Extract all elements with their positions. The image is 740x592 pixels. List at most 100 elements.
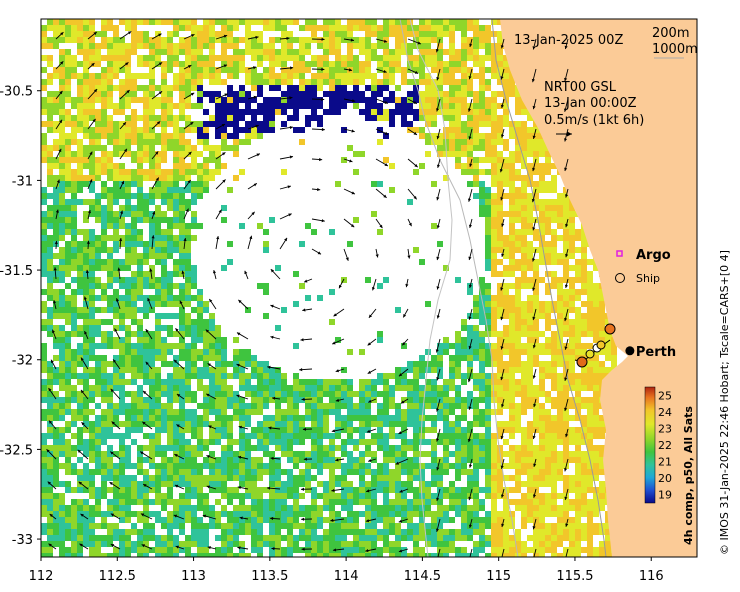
sst-cell xyxy=(443,61,449,67)
sst-cell xyxy=(539,277,545,283)
sst-cell xyxy=(155,85,161,91)
sst-cell xyxy=(41,379,47,385)
sst-cell xyxy=(155,319,161,325)
sst-cell xyxy=(419,133,425,139)
sst-cell xyxy=(389,481,395,487)
sst-cell xyxy=(569,295,575,301)
sst-cell xyxy=(503,163,509,169)
sst-cell xyxy=(119,469,125,475)
sst-cell xyxy=(191,193,197,199)
sst-cell xyxy=(317,415,323,421)
sst-cell xyxy=(515,205,521,211)
sst-cell xyxy=(191,121,197,127)
sst-cell xyxy=(401,109,407,115)
sst-cell xyxy=(497,427,503,433)
sst-cell xyxy=(149,397,155,403)
sst-cell xyxy=(125,49,131,55)
sst-cell xyxy=(191,451,197,457)
sst-cell xyxy=(125,127,131,133)
sst-cell xyxy=(569,373,575,379)
sst-cell xyxy=(401,19,407,25)
sst-cell xyxy=(389,385,395,391)
sst-cell xyxy=(275,103,281,109)
sst-cell xyxy=(125,307,131,313)
sst-cell xyxy=(455,67,461,73)
sst-cell xyxy=(149,439,155,445)
sst-cell xyxy=(551,181,557,187)
sst-cell xyxy=(89,103,95,109)
sst-cell xyxy=(233,37,239,43)
sst-cell xyxy=(383,391,389,397)
sst-cell xyxy=(101,397,107,403)
sst-cell xyxy=(65,421,71,427)
sst-cell xyxy=(323,391,329,397)
sst-cell xyxy=(101,55,107,61)
sst-cell xyxy=(77,271,83,277)
sst-cell xyxy=(467,439,473,445)
sst-cell xyxy=(431,463,437,469)
sst-cell xyxy=(581,439,587,445)
sst-cell xyxy=(293,61,299,67)
sst-cell xyxy=(593,265,599,271)
sst-cell xyxy=(461,103,467,109)
sst-cell xyxy=(101,235,107,241)
sst-cell xyxy=(461,415,467,421)
sst-cell xyxy=(89,271,95,277)
sst-cell xyxy=(305,223,311,229)
sst-cell xyxy=(185,55,191,61)
sst-cell xyxy=(77,445,83,451)
sst-cell xyxy=(497,121,503,127)
sst-cell xyxy=(89,37,95,43)
sst-cell xyxy=(293,433,299,439)
sst-cell xyxy=(107,307,113,313)
sst-cell xyxy=(329,79,335,85)
sst-cell xyxy=(527,259,533,265)
sst-cell xyxy=(143,31,149,37)
sst-cell xyxy=(539,307,545,313)
sst-cell xyxy=(251,361,257,367)
sst-cell xyxy=(185,235,191,241)
sst-cell xyxy=(137,193,143,199)
sst-cell xyxy=(95,121,101,127)
sst-cell xyxy=(77,19,83,25)
sst-cell xyxy=(263,379,269,385)
sst-cell xyxy=(167,457,173,463)
sst-cell xyxy=(497,421,503,427)
sst-cell xyxy=(383,25,389,31)
sst-cell xyxy=(479,301,485,307)
sst-cell xyxy=(545,445,551,451)
sst-cell xyxy=(527,247,533,253)
sst-cell xyxy=(173,415,179,421)
sst-cell xyxy=(269,25,275,31)
sst-cell xyxy=(47,37,53,43)
sst-cell xyxy=(161,415,167,421)
sst-cell xyxy=(209,337,215,343)
sst-cell xyxy=(137,115,143,121)
sst-cell xyxy=(563,301,569,307)
sst-cell xyxy=(71,325,77,331)
sst-cell xyxy=(323,409,329,415)
sst-cell xyxy=(527,127,533,133)
sst-cell xyxy=(437,139,443,145)
sst-cell xyxy=(509,319,515,325)
sst-cell xyxy=(509,313,515,319)
sst-cell xyxy=(455,457,461,463)
sst-cell xyxy=(383,61,389,67)
sst-cell xyxy=(107,169,113,175)
sst-cell xyxy=(161,49,167,55)
sst-cell xyxy=(203,373,209,379)
sst-cell xyxy=(143,475,149,481)
sst-cell xyxy=(449,145,455,151)
sst-cell xyxy=(503,289,509,295)
sst-cell xyxy=(485,205,491,211)
sst-cell xyxy=(275,463,281,469)
sst-cell xyxy=(569,403,575,409)
sst-cell xyxy=(59,73,65,79)
sst-cell xyxy=(551,199,557,205)
sst-cell xyxy=(359,49,365,55)
sst-cell xyxy=(143,103,149,109)
sst-cell xyxy=(101,361,107,367)
sst-cell xyxy=(263,385,269,391)
sst-cell xyxy=(41,451,47,457)
sst-cell xyxy=(413,487,419,493)
